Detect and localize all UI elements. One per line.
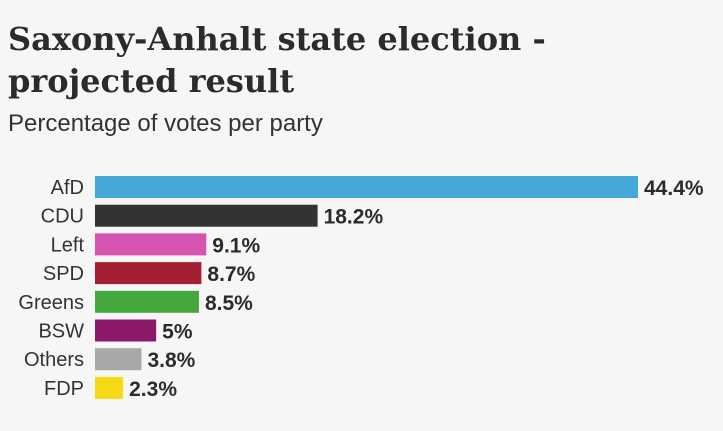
- category-label: FDP: [44, 378, 84, 400]
- category-label: Greens: [18, 292, 84, 314]
- bar-fdp: [95, 376, 124, 399]
- bar-left: [95, 233, 207, 256]
- category-label: BSW: [38, 321, 84, 343]
- value-label: 18.2%: [324, 206, 384, 229]
- value-label: 8.5%: [205, 292, 253, 315]
- chart-subtitle: Percentage of votes per party: [8, 110, 323, 137]
- bar-spd: [95, 262, 202, 285]
- bar-greens: [95, 290, 199, 313]
- bar-afd: [95, 176, 638, 198]
- category-label: Left: [51, 234, 85, 256]
- category-label: AfD: [51, 177, 84, 199]
- chart-title: Saxony-Anhalt state election - projected…: [8, 20, 546, 100]
- bar-others: [95, 348, 142, 371]
- value-label: 5%: [162, 321, 193, 344]
- value-label: 3.8%: [147, 349, 195, 372]
- value-label: 44.4%: [644, 177, 704, 200]
- category-label: CDU: [41, 206, 84, 228]
- value-label: 2.3%: [129, 378, 177, 401]
- bar-cdu: [95, 204, 318, 227]
- bar-bsw: [95, 319, 157, 342]
- value-label: 9.1%: [212, 234, 260, 257]
- value-label: 8.7%: [207, 263, 255, 286]
- category-label: Others: [24, 349, 84, 371]
- category-label: SPD: [43, 263, 84, 285]
- bar-chart: AfD 44.4% CDU 18.2% Left 9.1% SPD 8.7% Greens 8.5…: [18, 176, 704, 401]
